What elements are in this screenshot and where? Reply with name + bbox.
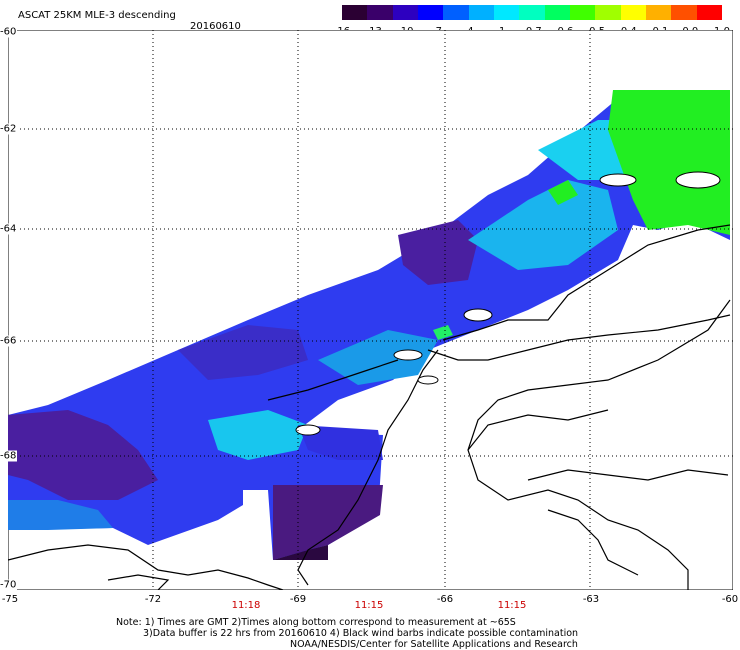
color-scale-segment <box>519 5 545 20</box>
islands <box>295 171 721 436</box>
color-scale-segment <box>645 5 672 20</box>
lon-label-75: -75 <box>1 594 19 605</box>
scatterometer-swath <box>8 90 730 560</box>
color-scale-segment <box>392 5 418 20</box>
color-scale-segment <box>595 5 621 20</box>
color-scale-segment <box>417 5 444 20</box>
color-scale-segment <box>342 5 368 20</box>
note-line-1: Note: 1) Times are GMT 2)Times along bot… <box>116 617 516 628</box>
note-line-3: NOAA/NESDIS/Center for Satellite Applica… <box>290 639 578 650</box>
time-label-2: 11:15 <box>354 600 384 611</box>
lat-label-64: -64 <box>0 223 18 235</box>
lat-label-66: -66 <box>0 335 18 347</box>
graticule <box>8 30 733 590</box>
time-label-1: 11:18 <box>231 600 261 611</box>
lat-label-62: -62 <box>0 123 18 135</box>
color-scale-segment <box>569 5 596 20</box>
lon-label-72: -72 <box>144 594 162 605</box>
map-title: ASCAT 25KM MLE-3 descending <box>18 10 176 21</box>
coastline <box>8 224 731 590</box>
lat-label-68: -68 <box>0 450 18 462</box>
time-label-3: 11:15 <box>497 600 527 611</box>
lat-label-70: -70 <box>0 579 18 591</box>
color-scale-segment <box>696 5 722 20</box>
color-scale-segment <box>544 5 570 20</box>
map-plot <box>8 30 733 590</box>
lon-label-66: -66 <box>436 594 454 605</box>
color-scale-segment <box>493 5 520 20</box>
lon-label-60: -60 <box>721 594 739 605</box>
lat-label-60: -60 <box>0 26 18 38</box>
map-date: 20160610 <box>190 21 241 32</box>
color-scale-segment <box>468 5 494 20</box>
note-line-2: 3)Data buffer is 22 hrs from 20160610 4)… <box>143 628 579 639</box>
color-scale-segment <box>671 5 697 20</box>
color-scale-segment <box>443 5 469 20</box>
color-scale-bar <box>342 5 722 20</box>
color-scale-segment <box>367 5 393 20</box>
lon-label-69: -69 <box>289 594 307 605</box>
color-scale-segment <box>620 5 646 20</box>
lon-label-63: -63 <box>582 594 600 605</box>
